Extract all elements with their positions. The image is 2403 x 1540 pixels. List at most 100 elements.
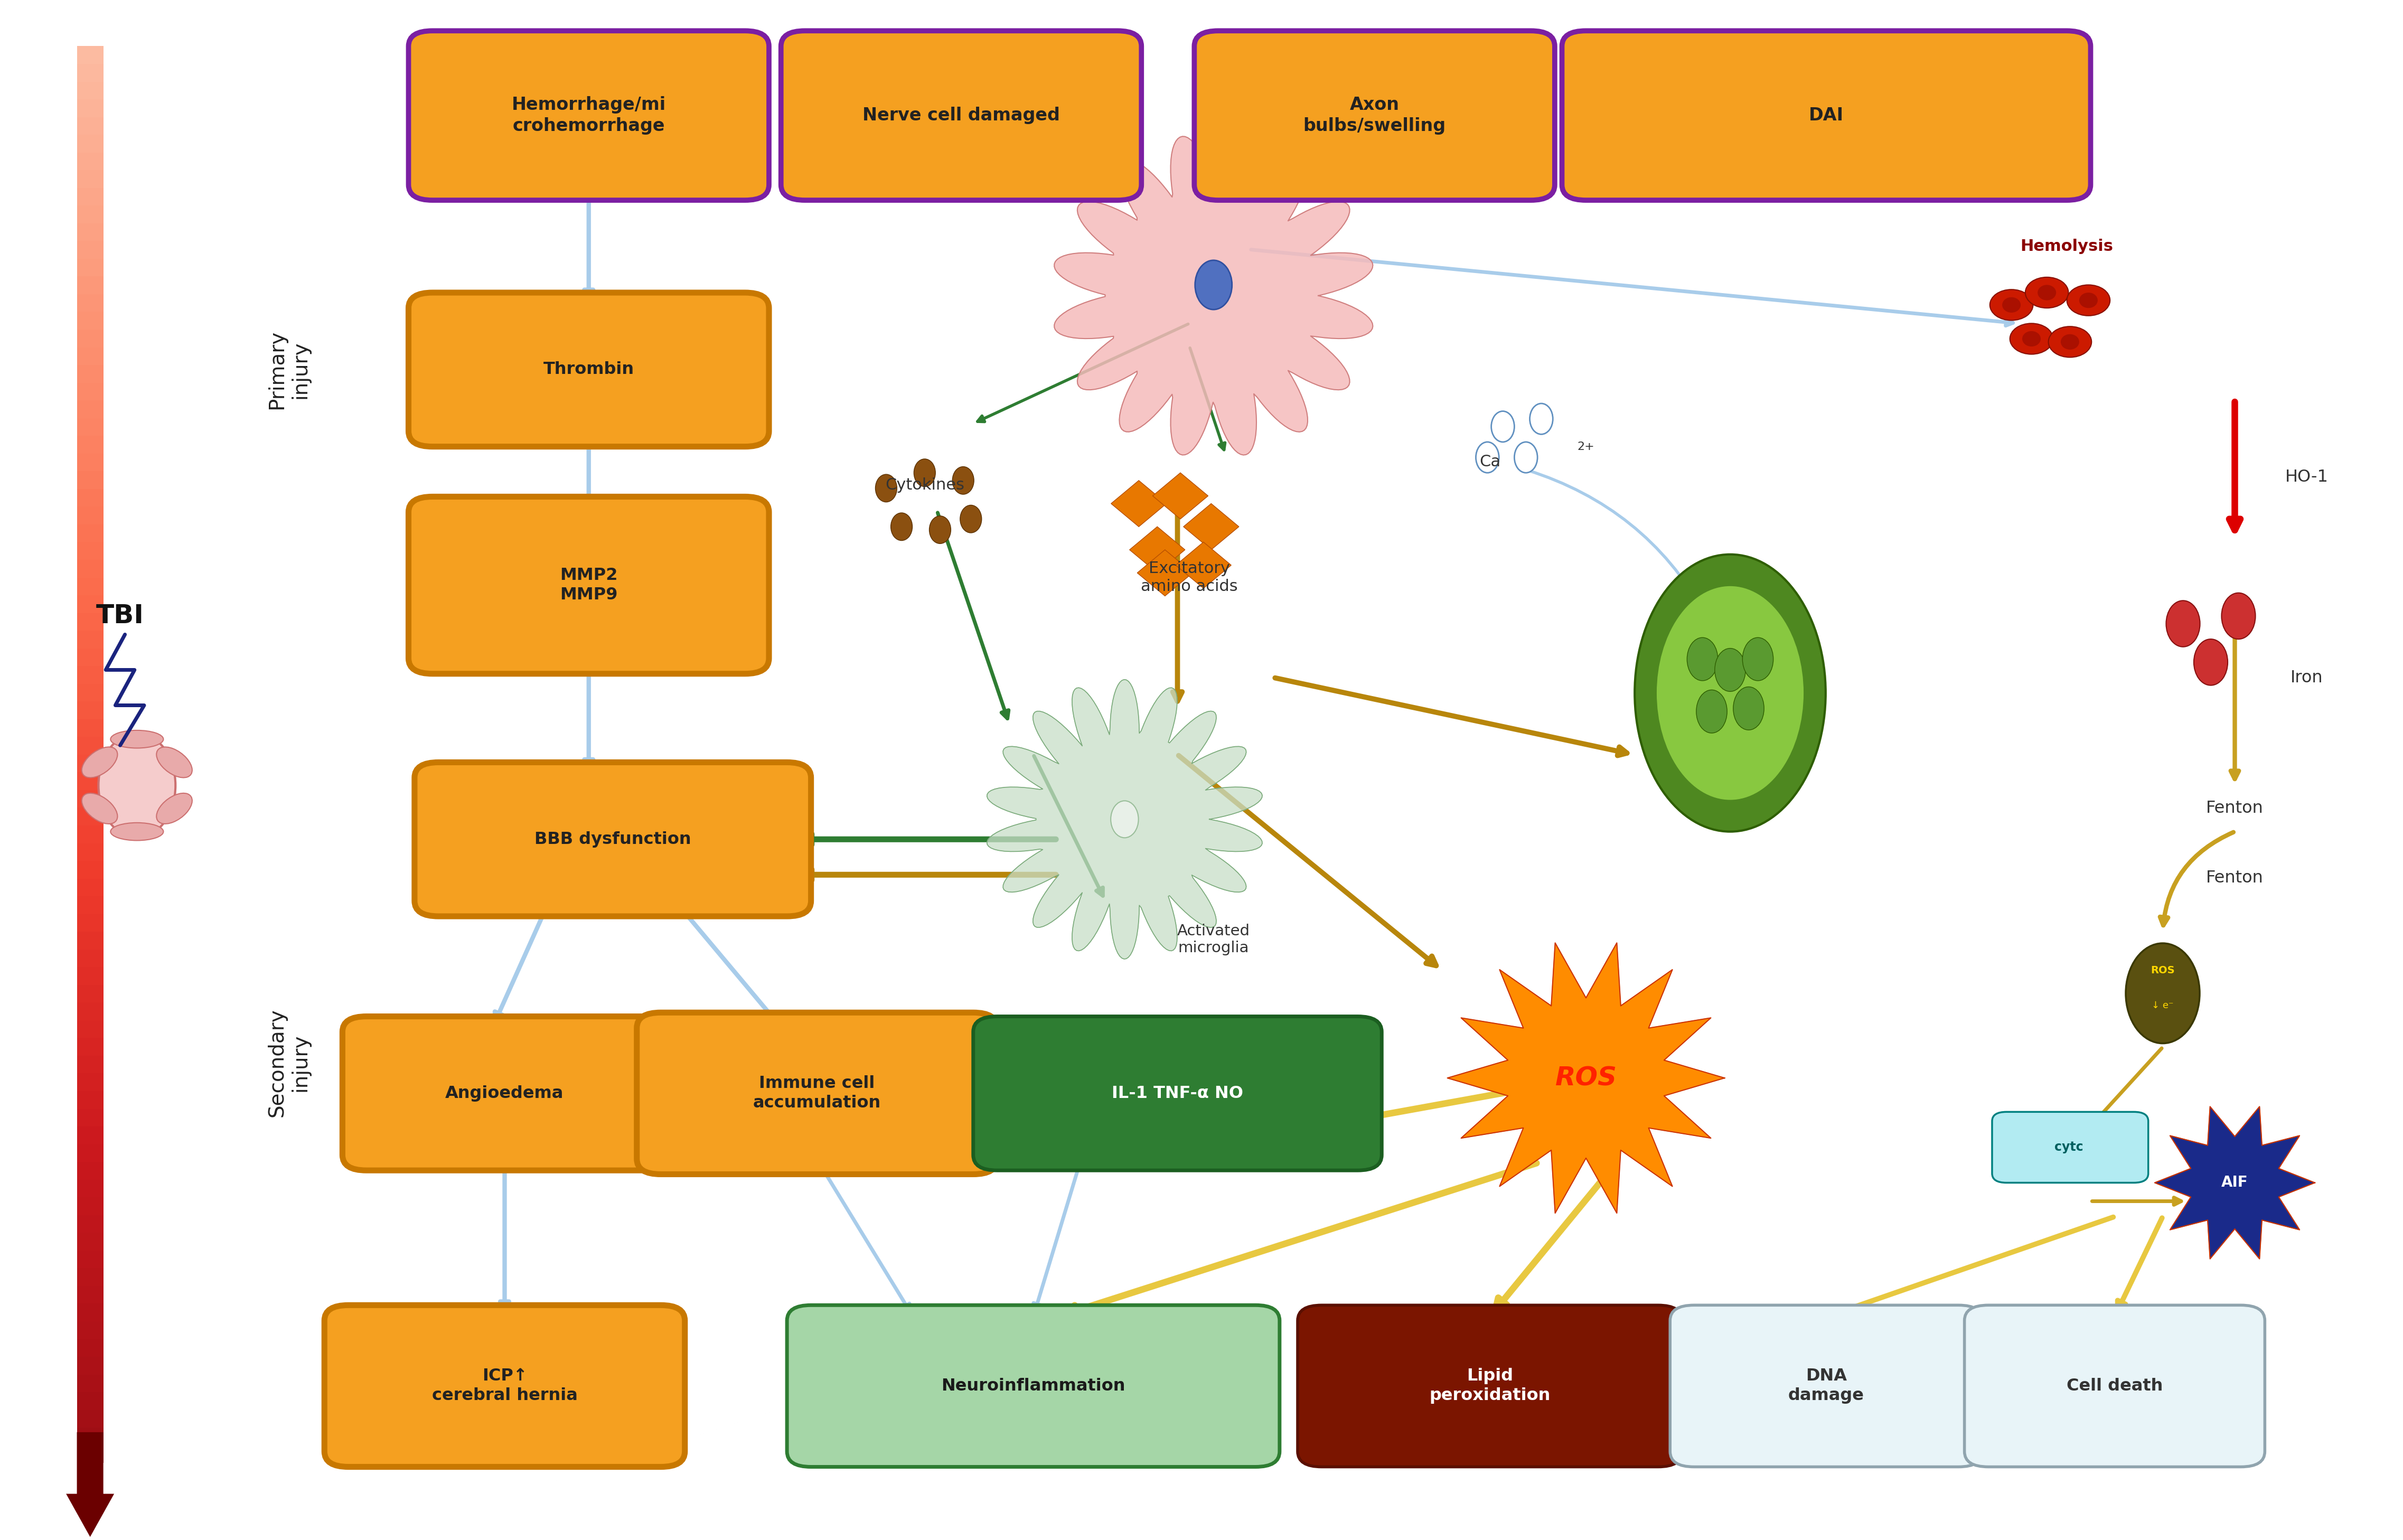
Text: Iron: Iron: [2290, 670, 2324, 685]
Ellipse shape: [111, 730, 163, 748]
Bar: [77, 330, 103, 348]
Ellipse shape: [2165, 601, 2201, 647]
FancyBboxPatch shape: [1966, 1306, 2264, 1466]
Text: HO-1: HO-1: [2285, 470, 2329, 485]
Text: Ca: Ca: [1480, 454, 1499, 470]
Bar: [77, 967, 103, 986]
Bar: [77, 986, 103, 1003]
Ellipse shape: [2194, 639, 2228, 685]
Text: ↓ e⁻: ↓ e⁻: [2151, 1001, 2175, 1010]
Bar: [77, 419, 103, 436]
Ellipse shape: [1194, 260, 1233, 310]
Bar: [77, 436, 103, 454]
Ellipse shape: [1475, 442, 1499, 473]
Bar: [77, 365, 103, 383]
Bar: [77, 631, 103, 648]
Ellipse shape: [1687, 638, 1718, 681]
Bar: [77, 453, 103, 471]
Ellipse shape: [2067, 285, 2110, 316]
Bar: [77, 896, 103, 915]
Text: ICP↑
cerebral hernia: ICP↑ cerebral hernia: [433, 1368, 577, 1404]
Bar: [77, 1445, 103, 1463]
FancyBboxPatch shape: [413, 762, 810, 916]
Polygon shape: [988, 679, 1262, 959]
Ellipse shape: [111, 822, 163, 841]
Text: ROS: ROS: [1555, 1066, 1617, 1090]
Bar: [77, 82, 103, 99]
Bar: [77, 825, 103, 844]
Bar: [77, 755, 103, 773]
FancyBboxPatch shape: [409, 293, 769, 447]
Text: Fenton: Fenton: [2206, 870, 2264, 885]
Bar: [77, 348, 103, 365]
Bar: [77, 1109, 103, 1127]
Bar: [77, 807, 103, 825]
Bar: [77, 1056, 103, 1073]
Text: Angioedema: Angioedema: [445, 1086, 565, 1101]
Bar: [77, 1269, 103, 1286]
Bar: [77, 1215, 103, 1232]
Ellipse shape: [2079, 293, 2098, 308]
Ellipse shape: [2127, 942, 2199, 1044]
Text: DAI: DAI: [1809, 106, 1843, 125]
Bar: [77, 1374, 103, 1392]
Bar: [77, 525, 103, 542]
Bar: [77, 879, 103, 896]
Ellipse shape: [2220, 593, 2256, 639]
FancyBboxPatch shape: [1562, 31, 2091, 200]
Bar: [77, 188, 103, 206]
Polygon shape: [1055, 137, 1372, 454]
Ellipse shape: [1110, 801, 1139, 838]
Bar: [77, 277, 103, 294]
FancyBboxPatch shape: [1670, 1306, 1982, 1466]
Text: Excitatory
amino acids: Excitatory amino acids: [1141, 561, 1238, 594]
Bar: [77, 790, 103, 807]
FancyBboxPatch shape: [637, 1013, 997, 1175]
Text: 2+: 2+: [1576, 442, 1596, 451]
Bar: [77, 490, 103, 507]
Bar: [77, 1090, 103, 1109]
Bar: [77, 1411, 103, 1428]
Ellipse shape: [1656, 585, 1805, 801]
Bar: [77, 152, 103, 171]
Bar: [77, 507, 103, 525]
Bar: [77, 915, 103, 932]
Ellipse shape: [1634, 554, 1826, 832]
Bar: [77, 1198, 103, 1215]
Bar: [77, 684, 103, 702]
Ellipse shape: [1514, 442, 1538, 473]
Text: DNA
damage: DNA damage: [1788, 1368, 1865, 1404]
Ellipse shape: [2002, 297, 2021, 313]
Text: Hemorrhage/mi
crohemorrhage: Hemorrhage/mi crohemorrhage: [512, 97, 666, 134]
Text: Fenton: Fenton: [2206, 801, 2264, 816]
FancyBboxPatch shape: [324, 1306, 685, 1466]
FancyBboxPatch shape: [409, 497, 769, 675]
Bar: [77, 1003, 103, 1019]
Ellipse shape: [99, 733, 175, 838]
Bar: [77, 294, 103, 313]
FancyBboxPatch shape: [341, 1016, 666, 1170]
Bar: [77, 596, 103, 613]
Text: ROS: ROS: [2151, 966, 2175, 975]
Bar: [77, 561, 103, 578]
Text: TBI: TBI: [96, 604, 144, 628]
Ellipse shape: [2062, 334, 2079, 350]
Bar: [77, 861, 103, 878]
Bar: [77, 1163, 103, 1180]
Ellipse shape: [1697, 690, 1728, 733]
Bar: [77, 259, 103, 277]
Ellipse shape: [1990, 290, 2033, 320]
Text: BBB dysfunction: BBB dysfunction: [533, 832, 692, 847]
Ellipse shape: [892, 513, 913, 541]
Bar: [77, 1286, 103, 1303]
Text: Hemolysis: Hemolysis: [2021, 239, 2112, 254]
Text: cytc: cytc: [2055, 1141, 2083, 1153]
Bar: [77, 1321, 103, 1340]
Bar: [77, 1127, 103, 1144]
Bar: [77, 383, 103, 400]
Text: Primary
injury: Primary injury: [267, 330, 310, 410]
Ellipse shape: [1492, 411, 1514, 442]
Text: Nerve cell damaged: Nerve cell damaged: [863, 106, 1060, 125]
Bar: [77, 1392, 103, 1411]
Bar: [77, 773, 103, 790]
